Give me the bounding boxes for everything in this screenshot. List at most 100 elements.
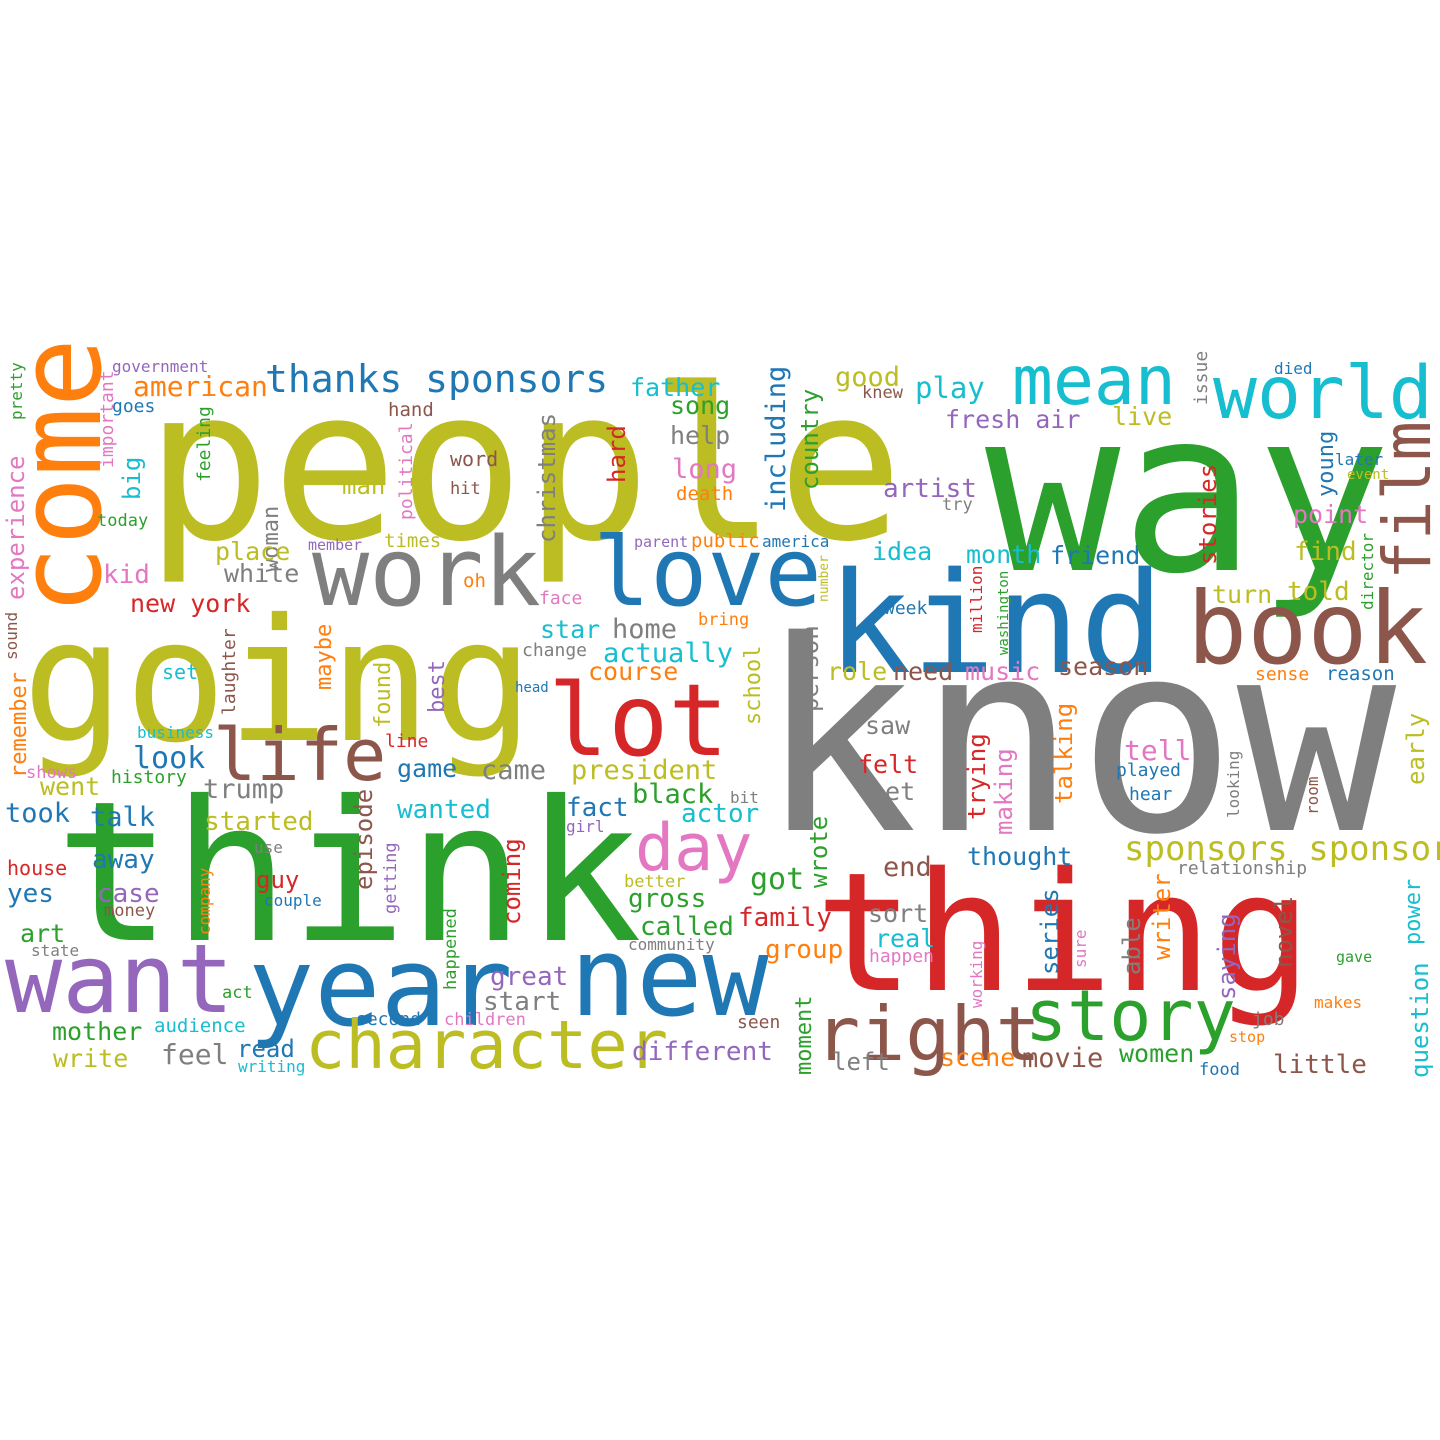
word-long: long xyxy=(672,454,737,485)
word-stop: stop xyxy=(1229,1028,1265,1046)
word-good: good xyxy=(835,362,900,393)
word-role: role xyxy=(827,657,887,686)
word-look: look xyxy=(133,741,205,776)
word-hit: hit xyxy=(450,479,481,499)
word-writer: writer xyxy=(1148,873,1176,960)
word-play: play xyxy=(915,371,985,405)
word-set: set xyxy=(162,660,198,684)
word-great: great xyxy=(490,962,568,992)
word-know: know xyxy=(758,585,1398,893)
word-told: told xyxy=(1287,577,1350,607)
word-fresh-air: fresh air xyxy=(945,405,1080,434)
word-young: young xyxy=(1314,431,1339,497)
word-hard: hard xyxy=(603,425,631,483)
word-idea: idea xyxy=(872,537,932,566)
word-event: event xyxy=(1347,467,1389,483)
word-couple: couple xyxy=(264,891,322,910)
word-hear: hear xyxy=(1129,784,1173,805)
word-money: money xyxy=(104,901,155,921)
word-trying: trying xyxy=(963,733,991,820)
word-thought: thought xyxy=(967,842,1072,871)
word-artist: artist xyxy=(883,474,977,504)
word-family: family xyxy=(738,903,832,933)
word-today: today xyxy=(97,511,148,531)
word-different: different xyxy=(632,1037,773,1067)
word-came: came xyxy=(481,755,546,786)
word-case: case xyxy=(97,879,160,909)
word-new-york: new york xyxy=(130,589,250,618)
word-art: art xyxy=(20,919,65,948)
word-second: second xyxy=(356,1009,421,1030)
word-man: man xyxy=(342,472,385,500)
word-oh: oh xyxy=(463,570,486,592)
word-month: month xyxy=(966,540,1041,569)
word-history: history xyxy=(111,767,187,788)
word-face: face xyxy=(539,588,582,609)
word-movie: movie xyxy=(1022,1043,1103,1074)
word-state: state xyxy=(31,941,79,960)
word-got: got xyxy=(750,862,804,897)
word-death: death xyxy=(676,483,733,505)
word-talking: talking xyxy=(1050,703,1078,804)
word-thanks-sponsors: thanks sponsors xyxy=(265,357,608,401)
word-year: year xyxy=(248,923,513,1051)
word-feel: feel xyxy=(161,1038,228,1071)
word-actually: actually xyxy=(603,638,733,669)
word-goes: goes xyxy=(112,396,155,417)
word-country: country xyxy=(796,389,824,490)
word-novel: novel xyxy=(1270,896,1298,968)
word-business: business xyxy=(137,723,214,742)
word-star: star xyxy=(540,615,600,644)
word-help: help xyxy=(670,421,730,450)
word-day: day xyxy=(635,811,752,886)
word-week: week xyxy=(884,598,928,619)
word-mean: mean xyxy=(1012,342,1176,421)
word-parent: parent xyxy=(634,533,688,551)
word-gave: gave xyxy=(1336,948,1372,966)
word-experience: experience xyxy=(2,456,30,601)
word-including: including xyxy=(761,366,792,512)
word-real: real xyxy=(875,924,935,953)
word-pretty: pretty xyxy=(7,362,26,420)
word-happen: happen xyxy=(869,946,934,967)
word-children: children xyxy=(444,1010,526,1030)
word-tell: tell xyxy=(1124,734,1191,767)
word-christmas: christmas xyxy=(533,413,561,543)
word-member: member xyxy=(308,536,362,554)
word-come: come xyxy=(0,338,128,615)
word-going: going xyxy=(22,583,534,781)
word-change: change xyxy=(522,640,587,661)
word-issue: issue xyxy=(1191,351,1212,405)
word-find: find xyxy=(1294,537,1357,567)
word-bit: bit xyxy=(730,788,759,807)
word-scene: scene xyxy=(940,1043,1015,1072)
word-better: better xyxy=(624,872,685,892)
word-making: making xyxy=(990,748,1018,835)
word-write: write xyxy=(53,1044,128,1073)
word-died: died xyxy=(1274,359,1313,378)
word-music: music xyxy=(965,657,1040,686)
word-thing: thing xyxy=(815,837,1312,1029)
word-knew: knew xyxy=(862,383,904,403)
word-america: america xyxy=(762,532,829,551)
word-act: act xyxy=(222,983,253,1003)
word-world: world xyxy=(1213,351,1433,436)
word-course: course xyxy=(588,657,678,686)
word-director: director xyxy=(1358,533,1377,610)
word-public: public xyxy=(691,530,760,552)
word-makes: makes xyxy=(1314,993,1362,1012)
word-political: political xyxy=(396,422,417,520)
word-sponsors-sponsor: sponsors sponsor xyxy=(1124,829,1440,869)
word-person: person xyxy=(796,625,824,712)
word-big: big xyxy=(118,457,146,500)
word-saying: saying xyxy=(1213,913,1241,1000)
word-maybe: maybe xyxy=(312,624,337,690)
word-right: right xyxy=(815,990,1041,1078)
word-felt: felt xyxy=(858,750,918,779)
word-went: went xyxy=(40,772,100,801)
word-kid: kid xyxy=(103,560,150,590)
word-love: love xyxy=(593,518,822,628)
word-live: live xyxy=(1112,402,1172,431)
word-kind: kind xyxy=(827,543,1164,706)
